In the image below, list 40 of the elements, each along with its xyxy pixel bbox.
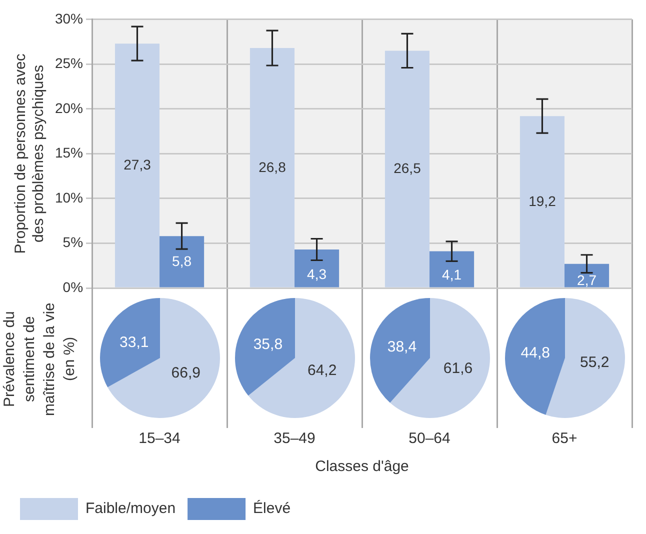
data-label: 26,5: [394, 160, 422, 176]
bar: [114, 44, 160, 288]
data-label: 5,8: [172, 252, 192, 269]
y-tick-label: 0%: [62, 278, 84, 295]
data-label: 2,7: [577, 272, 597, 288]
legend-label: Élevé: [253, 499, 291, 518]
y-tick-label: 25%: [54, 55, 84, 72]
data-label: 61,6: [442, 360, 472, 377]
bar: [430, 251, 474, 288]
y-axis-title: Proportion de personnes avec des problèmes psychiques: [12, 53, 48, 254]
y-tick-label: 30%: [54, 10, 84, 26]
text: Prévalence du sentiment de maîtrise de la vie (en %): [0, 301, 80, 418]
data-label: 66,9: [170, 364, 200, 382]
data-label: 35,8: [252, 336, 282, 354]
data-label: 27,3: [124, 156, 152, 173]
x-axis-title: Classes d'âge: [315, 458, 409, 476]
y-tick-label: 20%: [54, 100, 84, 116]
data-label: 33,1: [119, 334, 148, 351]
data-label: 55,2: [580, 354, 609, 372]
bar: [250, 48, 295, 288]
y-tick-label: 10%: [54, 189, 84, 206]
legend-label: Faible/moyen: [86, 500, 176, 518]
data-label: 4,3: [307, 266, 327, 282]
bar: [384, 50, 430, 288]
data-label: 4,1: [442, 266, 462, 282]
data-label: 64,2: [306, 362, 336, 380]
data-label: 26,8: [258, 158, 286, 175]
data-label: 38,4: [386, 338, 416, 356]
bar: [564, 264, 610, 288]
text: 50–64: [408, 430, 452, 447]
text: 15–34: [138, 430, 182, 447]
text: 65+: [550, 430, 578, 447]
text: 35–49: [272, 430, 316, 447]
data-label: 19,2: [528, 192, 556, 209]
bar: [294, 250, 340, 288]
data-label: 44,8: [520, 344, 550, 362]
bar: [160, 236, 204, 288]
y-tick-label: 15%: [54, 144, 84, 161]
y-tick-label: 5%: [62, 234, 84, 250]
bar: [520, 116, 565, 288]
